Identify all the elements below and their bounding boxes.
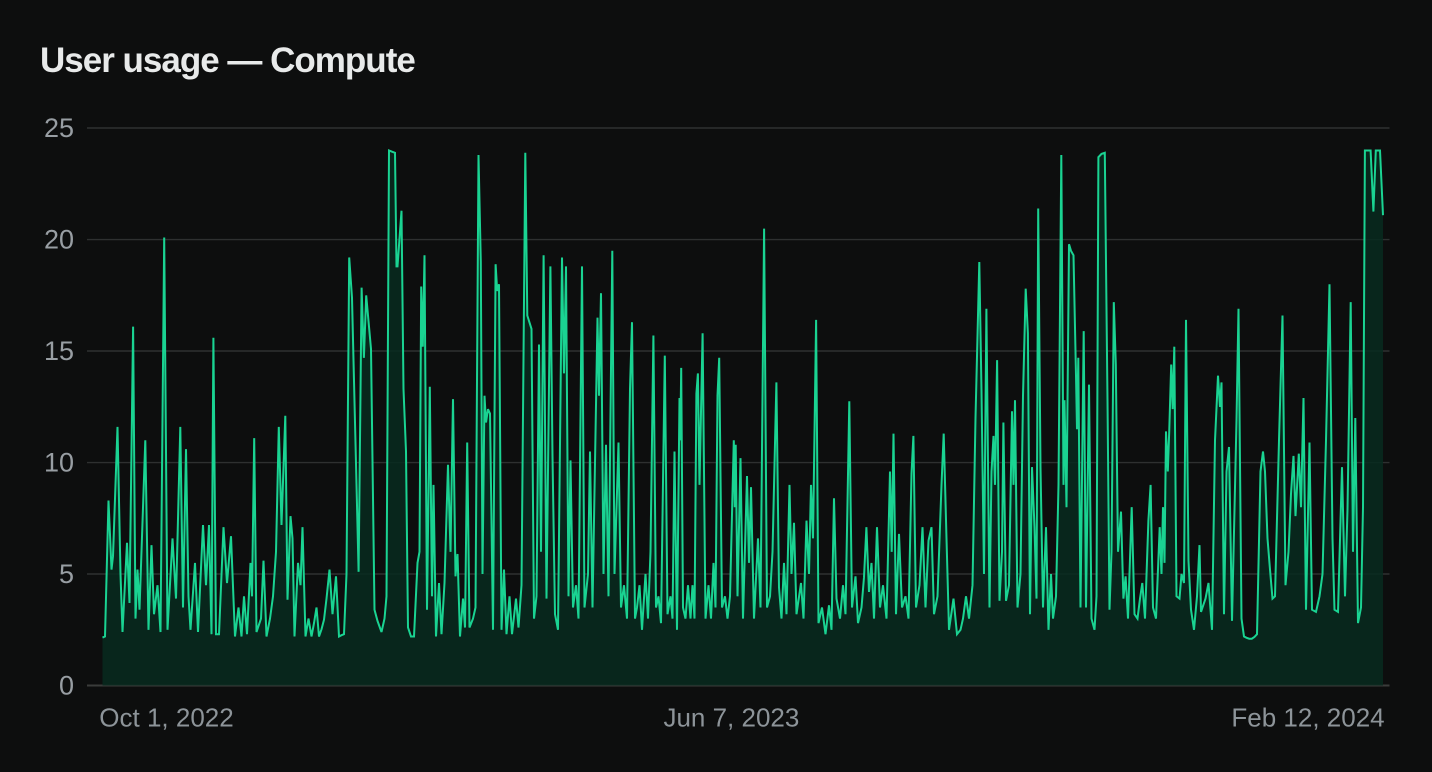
svg-text:Oct 1, 2022: Oct 1, 2022 bbox=[99, 703, 233, 733]
svg-text:0: 0 bbox=[59, 671, 74, 701]
svg-text:Jun 7, 2023: Jun 7, 2023 bbox=[663, 703, 799, 733]
svg-text:15: 15 bbox=[44, 336, 74, 366]
svg-text:20: 20 bbox=[44, 225, 74, 255]
svg-text:User usage — Compute: User usage — Compute bbox=[40, 41, 415, 80]
svg-text:5: 5 bbox=[59, 559, 74, 589]
svg-text:Feb 12, 2024: Feb 12, 2024 bbox=[1231, 703, 1384, 733]
svg-text:25: 25 bbox=[44, 113, 74, 143]
svg-text:10: 10 bbox=[44, 448, 74, 478]
